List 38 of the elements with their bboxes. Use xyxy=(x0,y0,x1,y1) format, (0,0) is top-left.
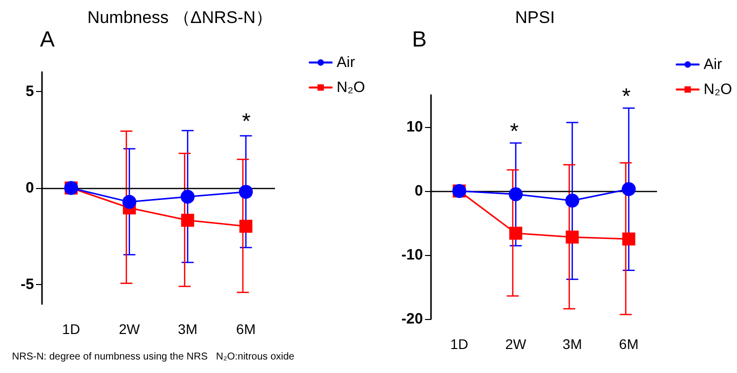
y-tick-label: 0 xyxy=(26,180,34,196)
point xyxy=(509,226,522,240)
point xyxy=(508,187,523,202)
point xyxy=(180,190,195,204)
point xyxy=(238,184,253,199)
legend-label: N₂O xyxy=(336,79,366,96)
annotation: * xyxy=(242,108,251,134)
y-tick-label: 10 xyxy=(406,118,423,136)
point xyxy=(122,194,136,209)
chart-title: NPSI xyxy=(515,8,555,27)
y-tick-label: -20 xyxy=(401,310,423,328)
text: NRS-N: degree of numbness using the NRS N₂O:nitrous oxide xyxy=(12,352,295,362)
point xyxy=(239,220,252,233)
point xyxy=(622,182,636,196)
y-tick-label: 5 xyxy=(26,82,34,100)
x-tick-label: 2W xyxy=(118,321,141,337)
text: A xyxy=(40,26,55,52)
x-tick-label: 6M xyxy=(619,336,638,352)
chart-title: Numbness （ΔNRS-N） xyxy=(87,8,273,27)
text: B xyxy=(412,26,427,52)
y-tick-label: 0 xyxy=(414,182,423,200)
x-tick-label: 3M xyxy=(178,321,198,337)
y-tick-label: -5 xyxy=(20,276,34,294)
point xyxy=(565,194,580,208)
annotation: * xyxy=(622,84,631,108)
point xyxy=(181,214,194,227)
legend-label: N₂O xyxy=(704,81,732,98)
x-tick-label: 1D xyxy=(62,321,80,337)
x-tick-label: 2W xyxy=(505,336,528,352)
x-tick-label: 1D xyxy=(450,336,468,352)
point xyxy=(566,230,579,244)
annotation: * xyxy=(510,118,519,144)
y-tick-label: -10 xyxy=(401,246,423,264)
x-tick-label: 3M xyxy=(562,336,582,352)
x-tick-label: 6M xyxy=(236,321,256,337)
point xyxy=(622,232,636,246)
legend-label: Air xyxy=(336,54,356,71)
legend-label: Air xyxy=(704,56,722,73)
